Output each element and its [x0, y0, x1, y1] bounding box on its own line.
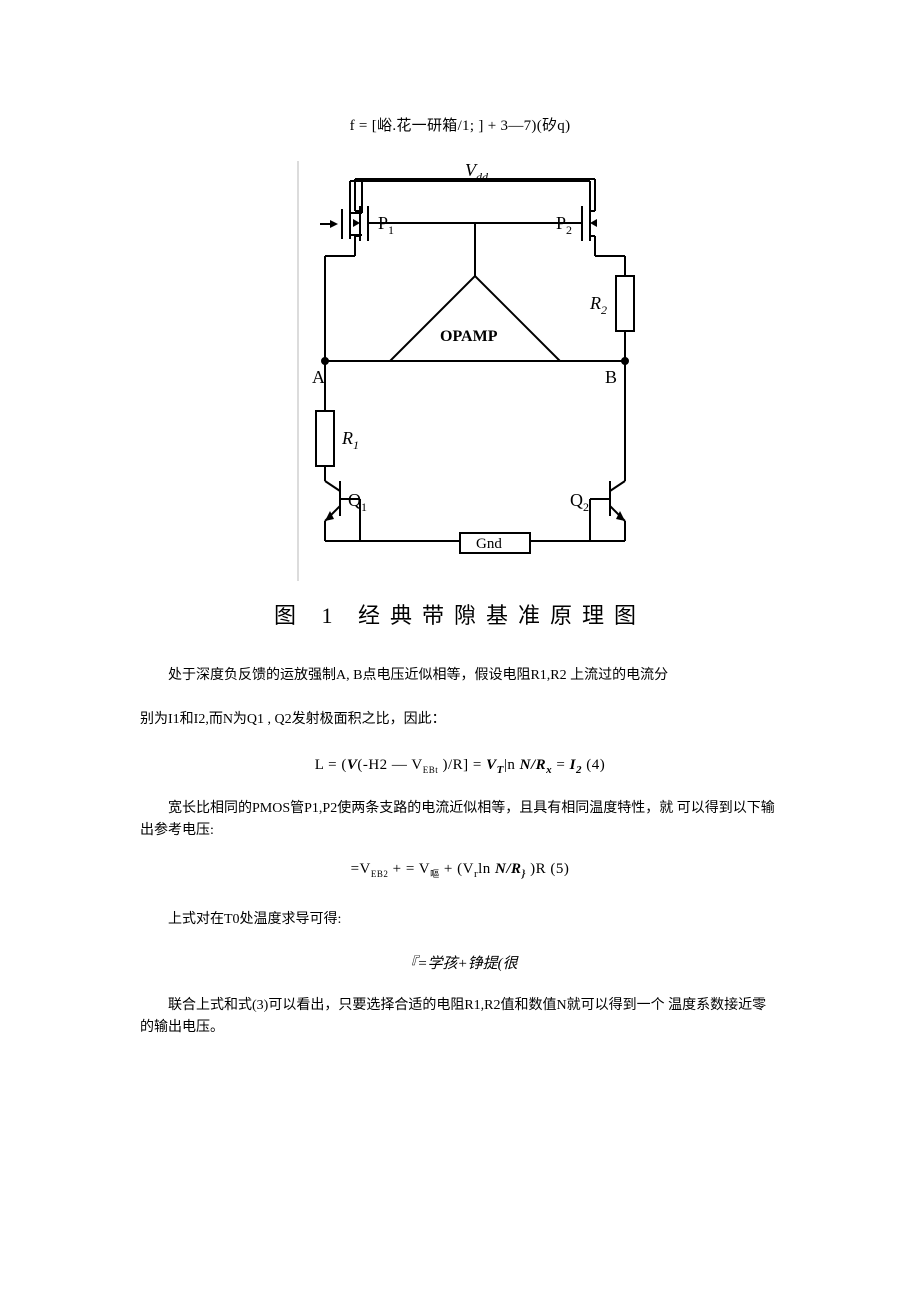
equation-6: 『=学孩+铮提(很 — [140, 952, 780, 973]
equation-top: f = [峪.花一研箱/1; ] + 3—7)(矽q) — [140, 114, 780, 135]
eq5-e: 嘔 — [430, 869, 440, 879]
paragraph-1b: 别为I1和I2,而N为Q1 , Q2发射极面积之比，因此： — [140, 702, 780, 738]
eq4-lhs: L = ( — [315, 757, 347, 773]
eq4-ebt: EBt — [423, 765, 439, 775]
eq5-ln: ln — [478, 861, 495, 877]
eq4-mid3: |n — [504, 757, 520, 773]
label-r1: R1 — [341, 428, 359, 452]
label-p2: P2 — [556, 213, 572, 237]
paragraph-2: 宽长比相同的PMOS管P1,P2使两条支路的电流近似相等，且具有相同温度特性，就… — [140, 798, 780, 843]
equation-top-text: f = [峪.花一研箱/1; ] + 3—7)(矽q) — [350, 118, 571, 134]
figure-1: Vdd P1 P2 R2 OPAMP A B R1 Q1 Q2 Gnd — [260, 161, 660, 586]
paragraph-1a: 处于深度负反馈的运放强制A, B点电压近似相等，假设电阻R1,R2 上流过的电流… — [140, 658, 780, 694]
eq5-tail: )R (5) — [526, 861, 570, 877]
page-root: f = [峪.花一研箱/1; ] + 3—7)(矽q) — [0, 0, 920, 1302]
equation-5: =VEB2 + = V嘔 + (Vrln N/R} )R (5) — [140, 861, 780, 880]
eq4-mid4: = — [552, 757, 569, 773]
label-q2: Q2 — [570, 490, 589, 514]
eq5-NR: N/R — [495, 861, 522, 877]
paragraph-3: 上式对在T0处温度求导可得: — [140, 902, 780, 938]
eq4-tail: (4) — [582, 757, 605, 773]
eq4-mid2: )/R] = — [438, 757, 486, 773]
label-r2: R2 — [589, 293, 607, 317]
label-gnd: Gnd — [476, 536, 502, 552]
eq5-pre: =V — [351, 861, 371, 877]
label-opamp: OPAMP — [440, 328, 498, 345]
label-q1: Q1 — [348, 490, 367, 514]
label-b: B — [605, 367, 617, 387]
eq4-V: V — [347, 757, 358, 773]
eq4-Tsub: T — [497, 764, 504, 776]
eq5-plus: + = V — [388, 861, 430, 877]
label-a: A — [312, 367, 325, 387]
eq5-eb2: EB2 — [371, 869, 389, 879]
paragraph-4: 联合上式和式(3)可以看出，只要选择合适的电阻R1,R2值和数值N就可以得到一个… — [140, 995, 780, 1040]
eq4-mid1: (-H2 — V — [357, 757, 422, 773]
label-p1: P1 — [378, 213, 394, 237]
equation-4: L = (V(-H2 — VEBt )/R] = VT|n N/Rx = I2 … — [140, 757, 780, 776]
eq4-VT: V — [486, 757, 497, 773]
eq4-N: N/R — [520, 757, 547, 773]
eq6-text: 『=学孩+铮提(很 — [402, 956, 517, 972]
figure-1-caption: 图 1 经典带隙基准原理图 — [140, 598, 780, 630]
eq5-mid: + (V — [440, 861, 474, 877]
circuit-diagram: Vdd P1 P2 R2 OPAMP A B R1 Q1 Q2 Gnd — [260, 161, 660, 581]
